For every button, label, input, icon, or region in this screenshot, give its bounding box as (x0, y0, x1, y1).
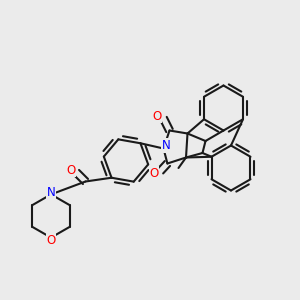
Text: O: O (149, 167, 158, 180)
Text: N: N (161, 139, 170, 152)
Text: O: O (152, 110, 161, 123)
Text: N: N (46, 185, 56, 199)
Text: O: O (46, 233, 56, 247)
Text: O: O (67, 164, 76, 177)
